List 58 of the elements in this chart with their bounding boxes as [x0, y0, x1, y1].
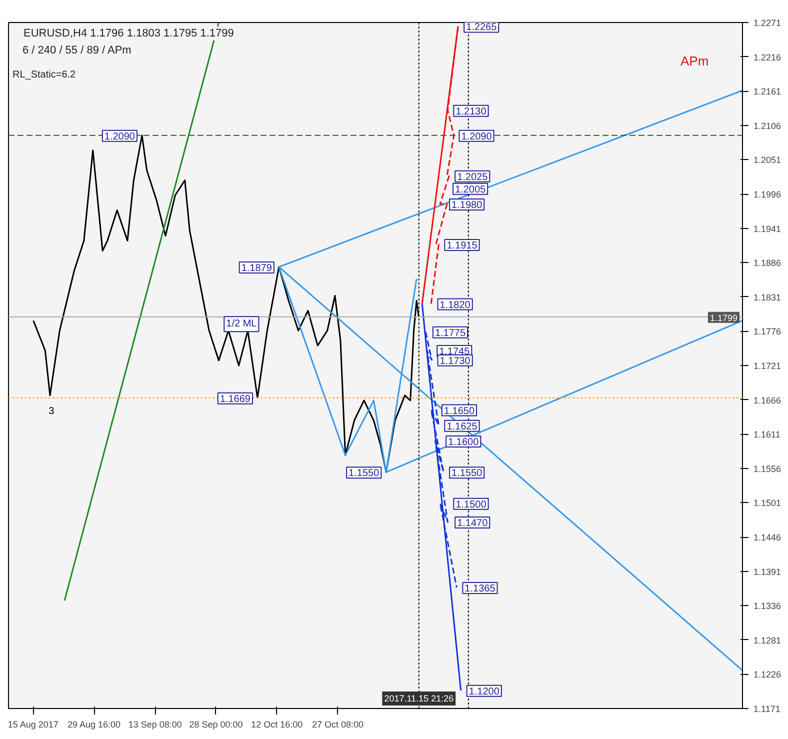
- y-tick-label: 1.2051: [754, 155, 782, 166]
- y-tick-label: 1.1501: [754, 498, 782, 508]
- annotation: 1.1775: [434, 328, 466, 339]
- annotation: 1.1820: [440, 300, 471, 311]
- x-tick-label: 27 Oct 08:00: [312, 720, 364, 730]
- x-tick-label: 28 Sep 00:00: [189, 720, 243, 730]
- y-tick-label: 1.1281: [754, 635, 782, 646]
- annotation: RL_Static=6.2: [12, 70, 76, 80]
- y-tick-label: 1.1996: [754, 190, 782, 200]
- y-tick-label: 1.2271: [754, 18, 782, 28]
- y-tick-label: 1.2161: [754, 86, 782, 97]
- y-tick-label: 1.2216: [754, 52, 782, 62]
- annotation: 1.2090: [461, 131, 492, 142]
- y-tick-label: 1.1611: [754, 430, 780, 440]
- y-tick-label: 1.1776: [754, 326, 782, 337]
- annotation: 1.1365: [464, 584, 496, 595]
- y-tick-label: 1.1941: [754, 224, 782, 234]
- y-tick-label: 1.1556: [754, 464, 782, 474]
- annotation: 1.2025: [457, 172, 488, 183]
- annotation: 1.1669: [220, 394, 251, 405]
- annotation: 1.2005: [455, 184, 486, 196]
- x-tick-label: 29 Aug 16:00: [67, 720, 121, 730]
- annotation: 1.2130: [456, 106, 487, 118]
- annotation: 1.1650: [444, 406, 475, 417]
- text: 6 / 240 / 55 / 89 / APm: [22, 44, 132, 56]
- annotation: 1.1200: [468, 686, 500, 698]
- annotation: 1.1550: [452, 468, 483, 480]
- y-tick-label: 1.1336: [754, 601, 782, 612]
- x-tick-label: 13 Sep 08:00: [128, 720, 182, 730]
- y-tick-label: 1.1446: [754, 532, 782, 542]
- annotation: 1.1500: [456, 499, 487, 510]
- annotation: 1.1980: [452, 200, 483, 211]
- annotation: 1.1625: [446, 421, 478, 432]
- y-tick-label: 1.1171: [754, 704, 780, 714]
- annotation: APm: [680, 54, 709, 68]
- chart-title: EURUSD,H4 1.1796 1.1803 1.1795 1.1799: [24, 28, 234, 40]
- y-tick-label: 1.1666: [754, 395, 782, 406]
- annotation: 1.1879: [241, 262, 272, 274]
- annotation: 1.1550: [348, 468, 380, 480]
- ref-line-label: 2017.11.15 21:26: [384, 694, 454, 704]
- x-tick-label: 15 Aug 2017: [8, 720, 58, 730]
- annotation: 1.1600: [448, 436, 480, 448]
- annotation: 1.2265: [466, 22, 498, 34]
- ref-line-label: 1.1799: [710, 312, 738, 323]
- y-tick-label: 1.1886: [754, 258, 782, 268]
- annotation: 1.1915: [446, 240, 478, 252]
- y-tick-label: 1.2106: [754, 120, 782, 131]
- annotation: 3: [48, 406, 55, 417]
- annotation: 1/2 ML: [226, 318, 258, 330]
- annotation: 1.1745: [439, 346, 470, 358]
- annotation: 1.2090: [104, 131, 136, 142]
- y-tick-label: 1.1721: [754, 361, 782, 371]
- annotation: 1.1470: [457, 518, 488, 530]
- y-tick-label: 1.1226: [754, 670, 782, 680]
- y-tick-label: 1.1391: [754, 566, 782, 577]
- annotation: 1.1730: [440, 356, 471, 367]
- y-tick-label: 1.1831: [754, 292, 782, 302]
- x-tick-label: 12 Oct 16:00: [251, 720, 303, 730]
